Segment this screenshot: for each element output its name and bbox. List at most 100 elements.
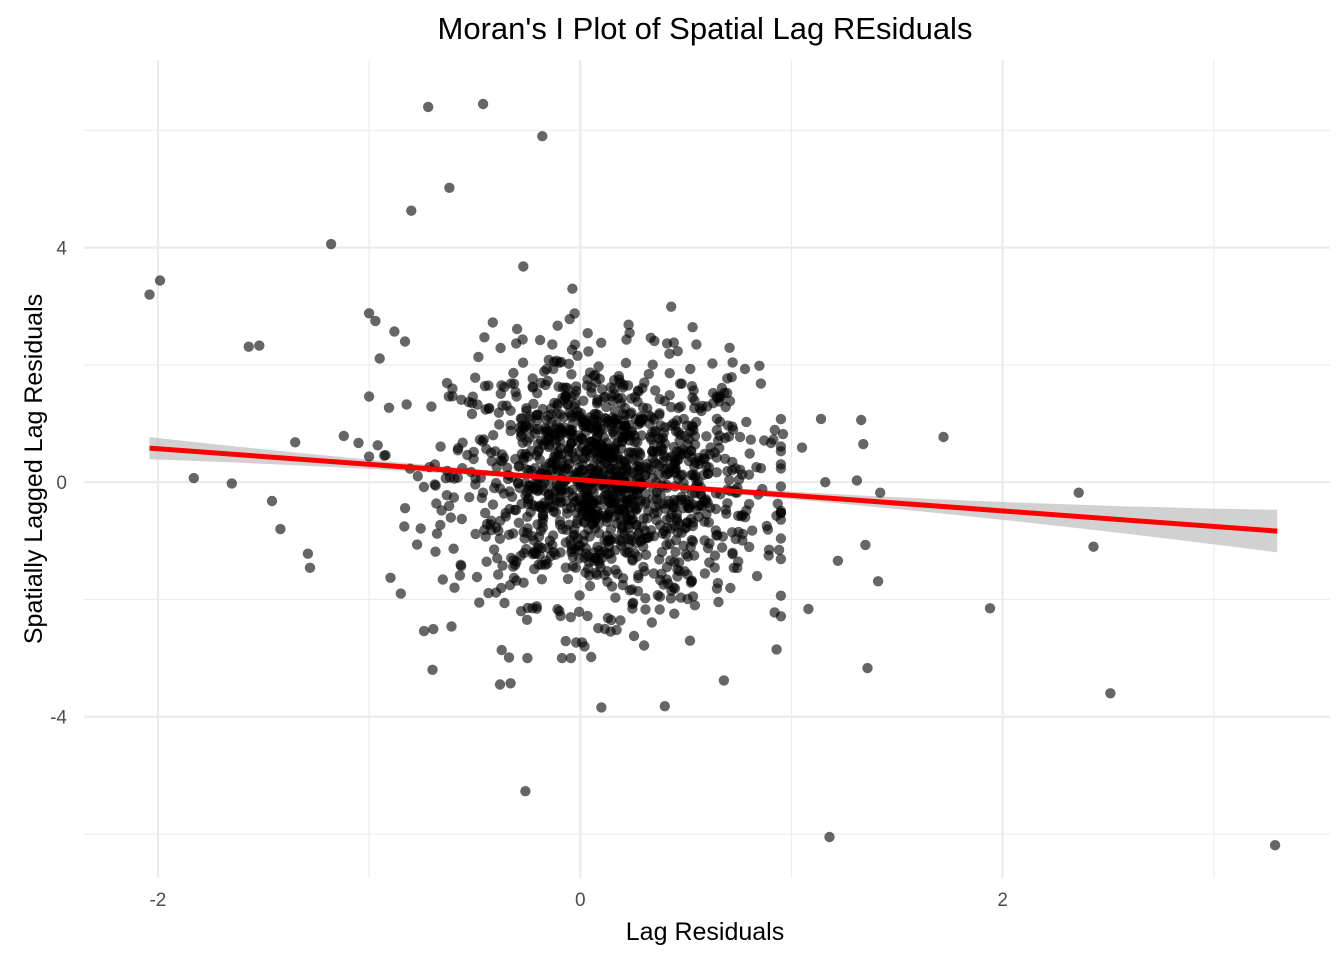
- data-point: [527, 549, 538, 560]
- data-point: [775, 553, 787, 565]
- x-axis-title: Lag Residuals: [626, 918, 784, 946]
- data-point: [704, 538, 715, 549]
- data-point: [454, 570, 466, 581]
- data-point: [446, 621, 457, 632]
- data-point: [707, 398, 719, 409]
- data-point: [494, 533, 506, 544]
- data-point: [513, 461, 524, 472]
- data-point: [506, 491, 518, 502]
- data-point: [518, 261, 529, 272]
- data-point: [533, 446, 544, 457]
- data-point: [577, 442, 588, 453]
- data-point: [727, 357, 738, 368]
- data-point: [775, 463, 787, 474]
- data-point: [544, 431, 555, 443]
- data-point: [605, 463, 616, 475]
- data-point: [624, 327, 635, 339]
- data-point: [548, 506, 559, 517]
- data-point: [567, 561, 579, 572]
- data-point: [1105, 688, 1116, 699]
- data-point: [537, 403, 548, 415]
- data-point: [437, 574, 448, 585]
- data-point: [745, 434, 756, 445]
- data-point: [577, 483, 588, 495]
- data-point: [535, 525, 547, 536]
- data-point: [669, 608, 680, 619]
- data-point: [684, 501, 695, 512]
- data-point: [672, 527, 683, 538]
- data-point: [510, 504, 522, 516]
- data-point: [777, 428, 789, 440]
- data-point: [379, 450, 390, 461]
- data-point: [579, 517, 590, 528]
- data-point: [627, 598, 638, 610]
- data-point: [775, 441, 787, 452]
- data-point: [672, 346, 683, 357]
- data-point: [584, 580, 596, 592]
- data-point: [595, 494, 607, 505]
- data-point: [500, 511, 511, 522]
- data-point: [658, 579, 669, 590]
- data-point: [610, 564, 621, 576]
- data-point: [577, 434, 588, 445]
- data-point: [615, 420, 626, 431]
- data-point: [762, 524, 774, 535]
- data-point: [435, 519, 446, 531]
- data-point: [363, 308, 375, 319]
- data-point: [620, 357, 632, 369]
- data-point: [872, 576, 884, 587]
- data-point: [676, 378, 687, 389]
- data-point: [705, 502, 716, 513]
- data-point: [455, 559, 466, 570]
- data-point: [583, 346, 594, 357]
- data-point: [722, 466, 733, 477]
- data-point: [389, 326, 400, 337]
- data-point: [600, 391, 611, 402]
- data-point: [618, 379, 629, 390]
- data-point: [456, 513, 467, 525]
- data-point: [724, 342, 735, 353]
- data-point: [481, 443, 492, 455]
- data-point: [266, 495, 278, 507]
- data-point: [623, 319, 634, 330]
- data-point: [427, 664, 438, 675]
- data-point: [418, 625, 430, 637]
- data-point: [504, 579, 516, 591]
- data-point: [586, 651, 597, 663]
- data-point: [537, 131, 548, 142]
- data-point: [415, 523, 426, 534]
- data-point: [659, 701, 670, 712]
- data-point: [569, 543, 580, 555]
- data-point: [385, 572, 396, 583]
- data-point: [188, 472, 199, 484]
- data-point: [602, 566, 613, 577]
- data-point: [383, 402, 395, 413]
- data-point: [571, 518, 583, 529]
- data-point: [569, 452, 580, 463]
- data-point: [521, 403, 532, 414]
- data-point: [736, 511, 747, 522]
- data-point: [471, 571, 483, 583]
- data-point: [704, 449, 716, 460]
- data-point: [633, 455, 644, 467]
- data-point: [727, 527, 738, 538]
- data-point: [590, 408, 602, 420]
- data-point: [637, 383, 648, 394]
- x-tick-label: -2: [149, 890, 166, 911]
- data-point: [254, 340, 265, 351]
- data-point: [547, 530, 559, 541]
- data-point: [428, 623, 439, 635]
- data-point: [744, 448, 755, 459]
- data-point: [466, 408, 478, 420]
- data-point: [566, 502, 577, 513]
- data-point: [363, 391, 375, 402]
- data-point: [540, 379, 551, 391]
- data-point: [537, 517, 548, 528]
- data-point: [426, 401, 437, 412]
- data-point: [374, 353, 385, 364]
- data-point: [529, 501, 540, 512]
- data-point: [660, 503, 671, 514]
- data-point: [686, 534, 697, 546]
- data-point: [638, 640, 650, 651]
